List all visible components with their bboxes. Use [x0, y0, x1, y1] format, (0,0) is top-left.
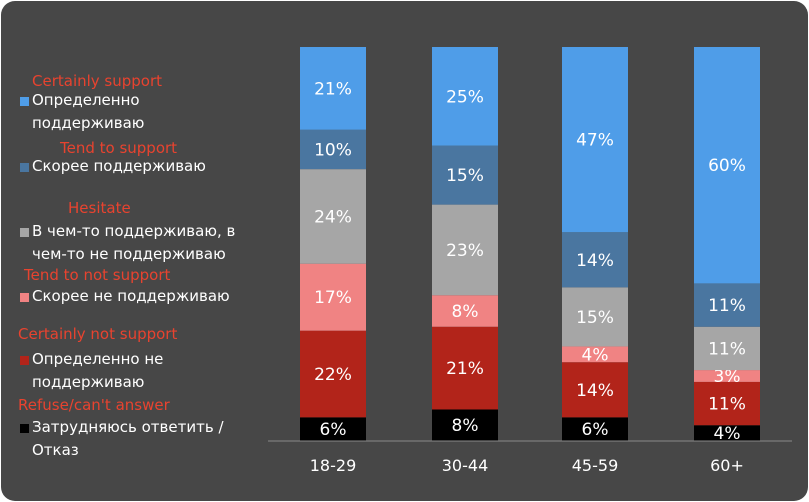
data-label: 14%: [576, 381, 614, 401]
bar-segment: [300, 169, 366, 264]
bar-segment: [562, 362, 628, 418]
data-label: 6%: [320, 420, 347, 440]
bar-segment: [432, 47, 498, 146]
legend-title: Hesitate: [68, 199, 131, 217]
bar-segment: [694, 425, 760, 441]
bar-segment: [300, 417, 366, 441]
bar-segment: [562, 287, 628, 347]
bar-segment: [300, 330, 366, 418]
legend-swatch: [20, 356, 29, 365]
bar-segment: [432, 145, 498, 205]
bar-segment: [432, 409, 498, 441]
data-label: 14%: [576, 251, 614, 271]
data-label: 23%: [446, 241, 484, 261]
legend-title: Certainly support: [32, 72, 163, 90]
data-label: 24%: [314, 207, 352, 227]
data-label: 11%: [708, 395, 746, 415]
bar-segment: [562, 417, 628, 441]
x-tick-label: 30-44: [442, 456, 489, 475]
bar-segment: [432, 295, 498, 327]
legend-label: Скорее поддерживаю: [32, 157, 206, 175]
x-tick-label: 45-59: [572, 456, 619, 475]
legend-label: Затрудняюсь ответить / Отказ: [32, 418, 224, 459]
data-label: 22%: [314, 365, 352, 385]
data-label: 15%: [446, 166, 484, 186]
data-label: 10%: [314, 140, 352, 160]
data-label: 21%: [314, 79, 352, 99]
legend-item: Определенно не поддерживаю: [20, 348, 192, 394]
data-label: 47%: [576, 131, 614, 151]
data-label: 60%: [708, 156, 746, 176]
bar-segment: [432, 326, 498, 410]
data-label: 8%: [452, 302, 479, 322]
data-label: 11%: [708, 296, 746, 316]
legend-swatch: [20, 293, 29, 302]
bar-segment: [300, 263, 366, 331]
x-tick-label: 18-29: [310, 456, 357, 475]
legend-title: Tend to not support: [24, 266, 171, 284]
x-tick-label: 60+: [710, 456, 744, 475]
data-label: 21%: [446, 359, 484, 379]
bar-segment: [694, 47, 760, 284]
legend-item: Скорее поддерживаю: [20, 155, 262, 178]
legend-swatch: [20, 97, 29, 106]
data-label: 4%: [582, 345, 609, 365]
bar-segment: [694, 283, 760, 327]
legend-item: Скорее не поддерживаю: [20, 285, 272, 308]
data-label: 11%: [708, 339, 746, 359]
bar-segment: [694, 326, 760, 371]
data-label: 8%: [452, 416, 479, 436]
data-label: 4%: [714, 424, 741, 444]
bar-segment: [562, 346, 628, 363]
bar-segment: [562, 47, 628, 233]
legend-swatch: [20, 228, 29, 237]
legend-item: Определенно поддерживаю: [20, 89, 172, 135]
bar-segment: [694, 370, 760, 382]
bar-segment: [300, 129, 366, 170]
data-label: 17%: [314, 288, 352, 308]
legend-label: Определенно поддерживаю: [32, 91, 145, 132]
legend-swatch: [20, 424, 29, 433]
legend-item: В чем-то поддерживаю, в чем-то не поддер…: [20, 220, 272, 266]
legend-title: Refuse/can't answer: [18, 396, 170, 414]
bar-segment: [694, 381, 760, 426]
legend-item: Затрудняюсь ответить / Отказ: [20, 416, 247, 462]
legend-title: Tend to support: [60, 139, 178, 157]
data-label: 25%: [446, 87, 484, 107]
legend-label: В чем-то поддерживаю, в чем-то не поддер…: [32, 222, 236, 263]
bar-segment: [562, 232, 628, 288]
data-label: 6%: [582, 420, 609, 440]
data-label: 15%: [576, 308, 614, 328]
legend-title: Certainly not support: [18, 325, 178, 343]
bar-segment: [300, 47, 366, 130]
legend-swatch: [20, 163, 29, 172]
legend-label: Определенно не поддерживаю: [32, 350, 164, 391]
legend-label: Скорее не поддерживаю: [32, 287, 230, 305]
bar-segment: [432, 204, 498, 296]
data-label: 3%: [714, 367, 741, 387]
